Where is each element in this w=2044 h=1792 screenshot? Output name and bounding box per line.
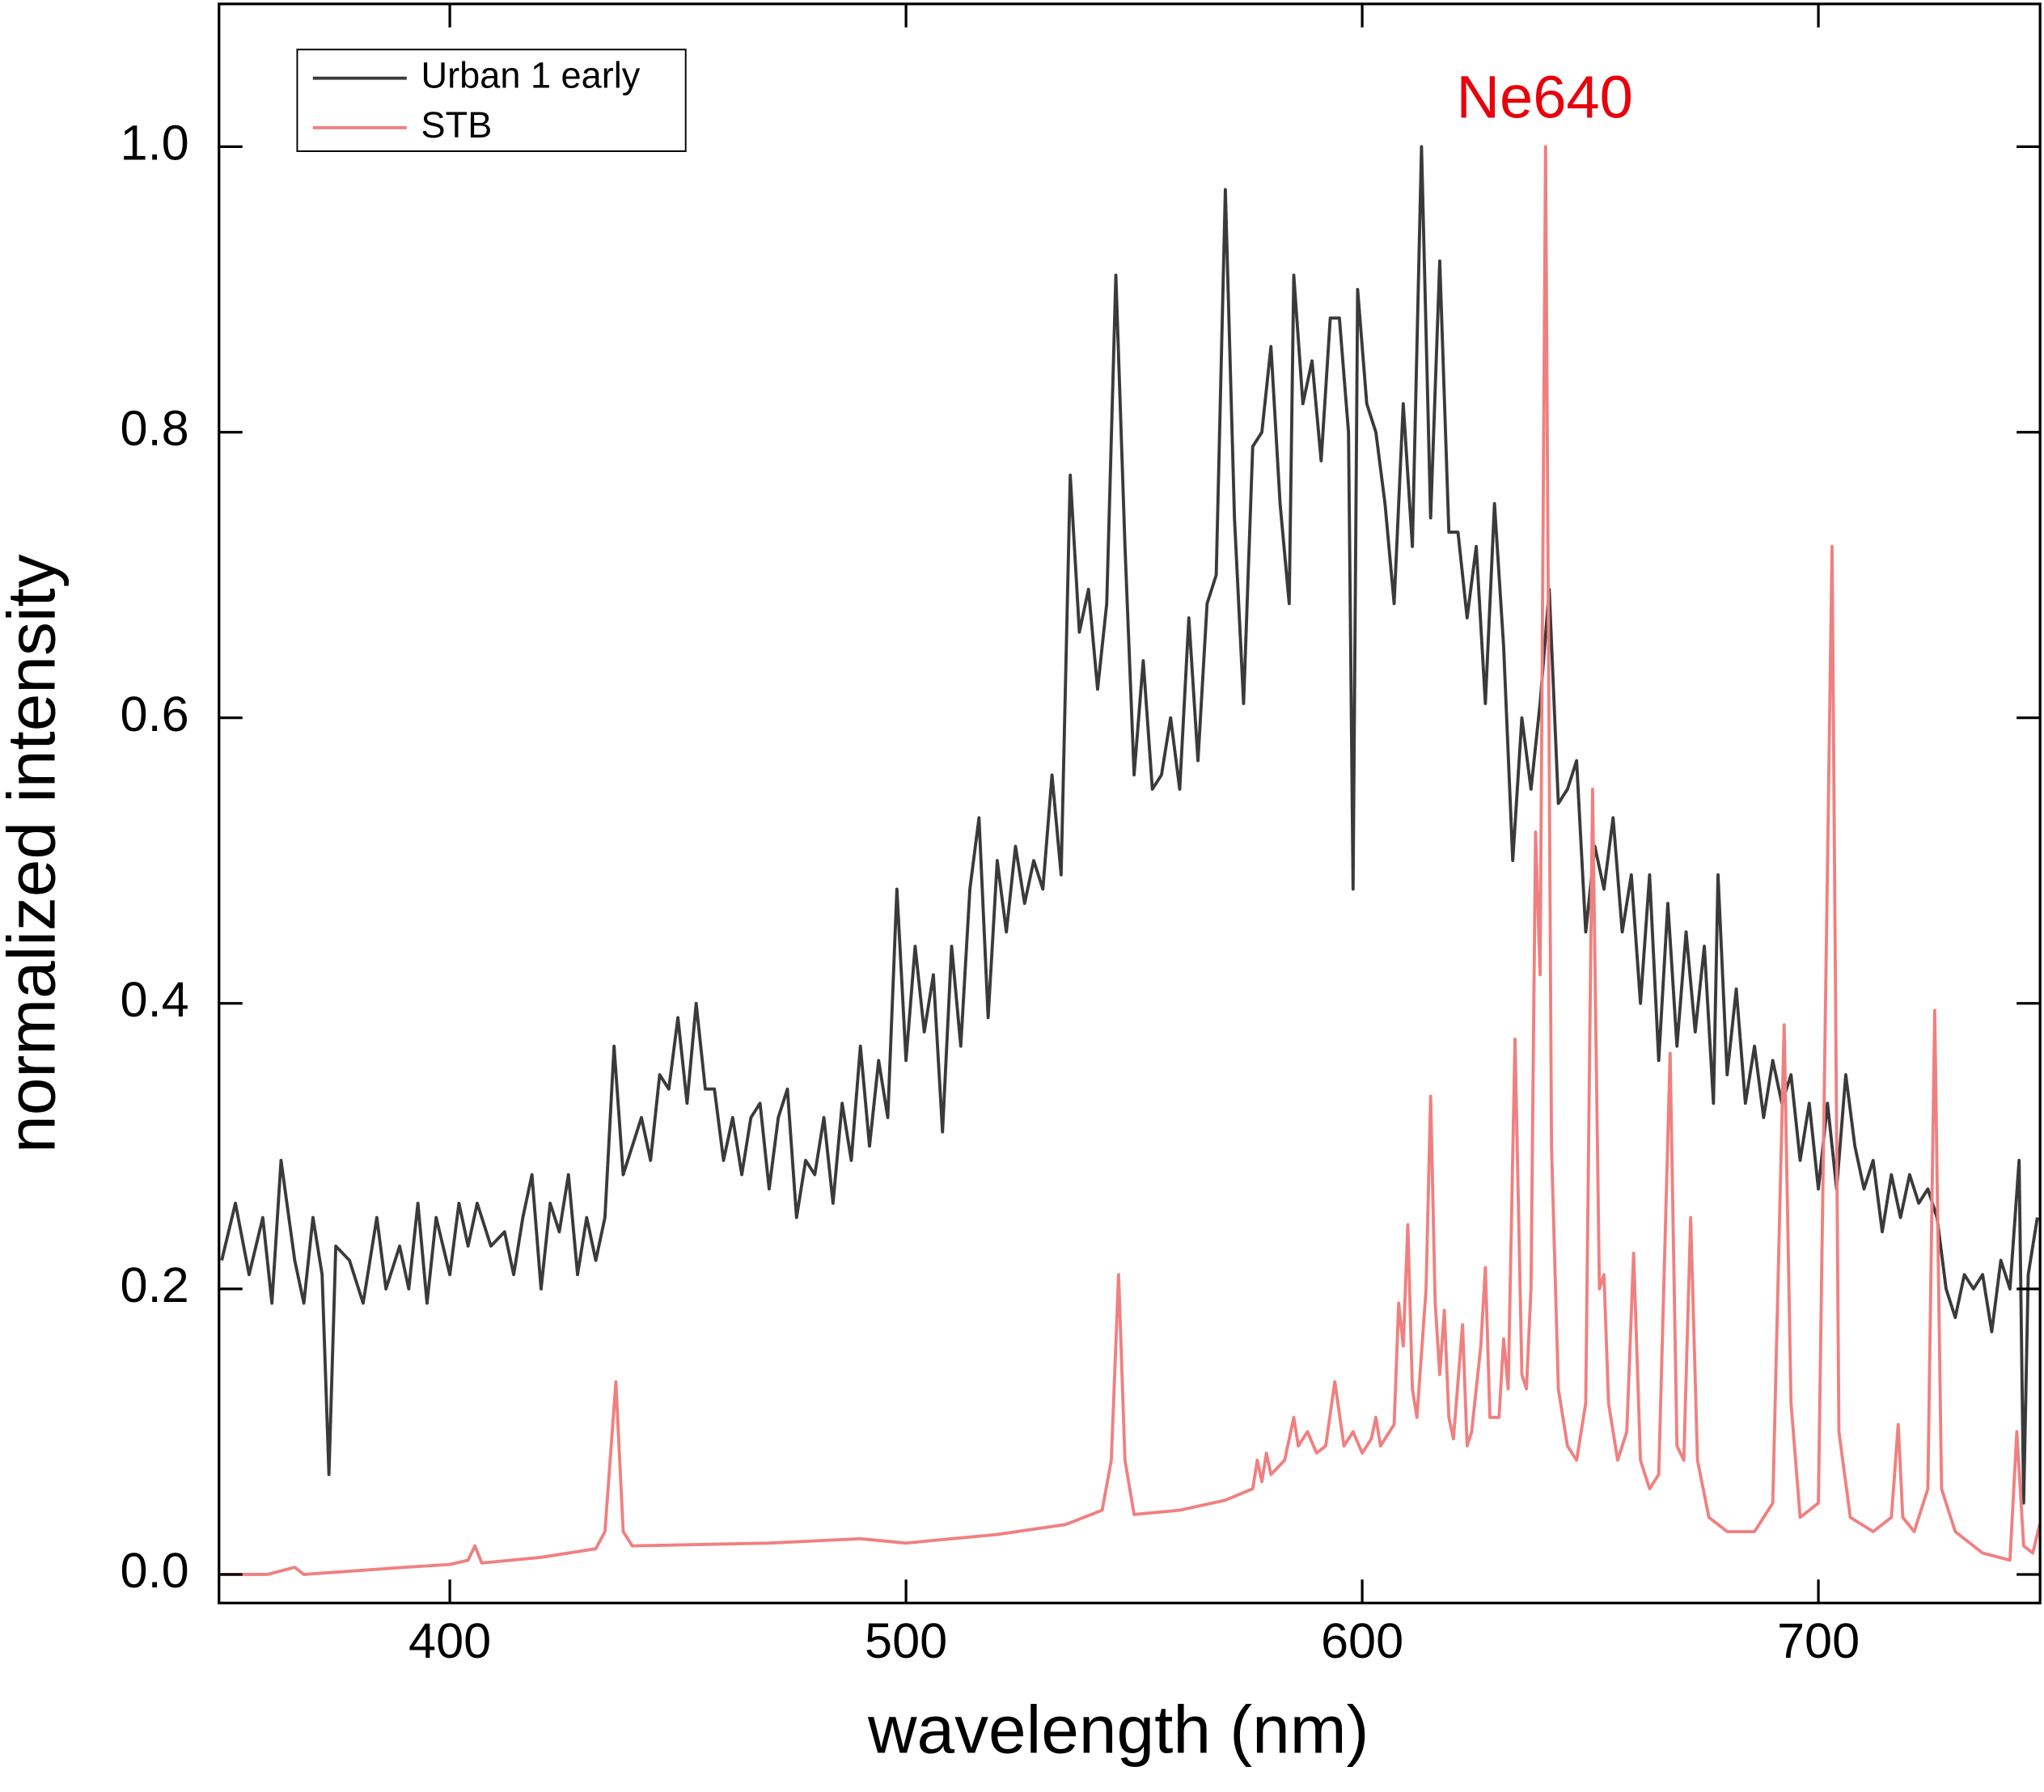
y-tick-label: 0.6 <box>121 687 189 742</box>
x-axis-title: wavelength (nm) <box>867 1692 1369 1768</box>
x-tick-label: 500 <box>865 1613 947 1668</box>
y-tick-label: 1.0 <box>121 116 189 171</box>
series-line <box>220 145 2039 1505</box>
legend-box <box>296 49 687 152</box>
x-tick-label: 700 <box>1777 1613 1860 1668</box>
y-tick-label: 0.0 <box>121 1543 189 1598</box>
plot-frame <box>218 2 2042 1604</box>
y-axis-title: normalized intensity <box>0 554 70 1153</box>
y-tick-label: 0.2 <box>121 1257 189 1312</box>
plot-area <box>220 145 2041 1576</box>
x-tick-label: 600 <box>1321 1613 1403 1668</box>
legend-label: Urban 1 early <box>421 55 641 96</box>
series-line <box>222 145 2041 1576</box>
y-tick-label: 0.8 <box>121 401 189 456</box>
annotation: Ne640 <box>1456 63 1632 130</box>
legend-label: STB <box>421 104 493 146</box>
x-tick-label: 400 <box>408 1613 491 1668</box>
y-tick-label: 0.4 <box>121 972 189 1027</box>
